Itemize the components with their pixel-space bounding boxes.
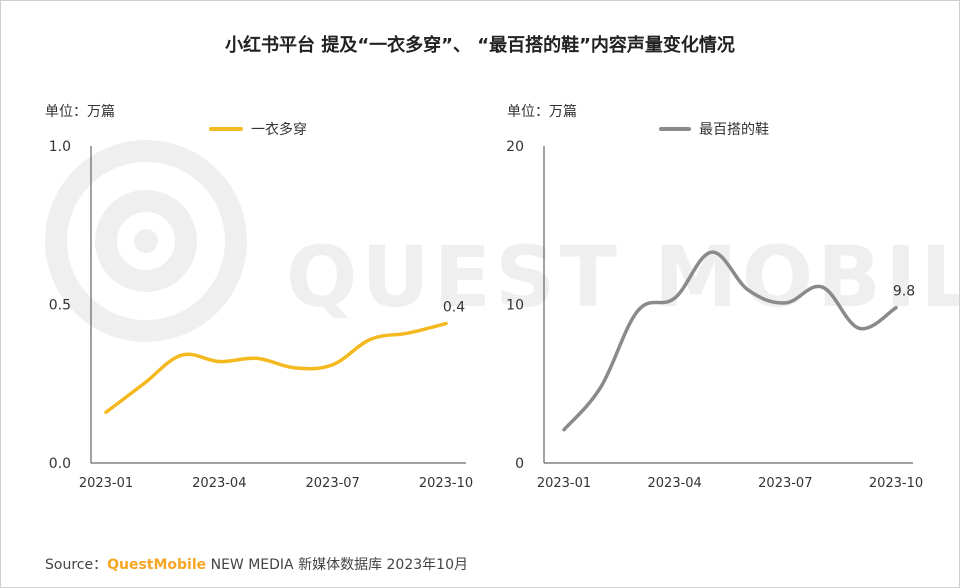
left-end-value-label: 0.4 bbox=[443, 300, 465, 316]
left-x-tick-label: 2023-04 bbox=[192, 476, 246, 491]
watermark-text: QUEST MOBILE bbox=[286, 228, 959, 326]
watermark: QUEST MOBILE bbox=[45, 140, 959, 342]
watermark-logo-icon bbox=[45, 140, 247, 342]
right-data-point bbox=[636, 309, 639, 313]
right-data-point bbox=[599, 385, 603, 389]
watermark-logo-dot bbox=[134, 229, 158, 253]
right-y-tick-label: 0 bbox=[515, 456, 524, 472]
right-data-point bbox=[562, 428, 566, 431]
right-y-tick-label: 10 bbox=[506, 298, 524, 314]
left-series-line bbox=[104, 321, 448, 415]
right-chart: 单位：万篇 最百搭的鞋 0 10 20 2023-01 2023-04 2023-07 20… bbox=[506, 104, 923, 491]
left-y-tick-label: 0.5 bbox=[49, 298, 71, 314]
source-suffix: NEW MEDIA 新媒体数据库 2023年10月 bbox=[206, 557, 468, 573]
right-data-point bbox=[747, 289, 750, 292]
source-line: Source：QuestMobile NEW MEDIA 新媒体数据库 2023… bbox=[45, 557, 468, 573]
left-data-point bbox=[104, 411, 108, 414]
left-data-point bbox=[331, 363, 334, 366]
left-legend-label: 一衣多穿 bbox=[251, 121, 307, 138]
left-x-tick-label: 2023-01 bbox=[79, 476, 133, 491]
right-x-tick-label: 2023-10 bbox=[869, 476, 923, 491]
left-data-point bbox=[293, 366, 297, 370]
left-chart: 单位：万篇 一衣多穿 0.0 0.5 1.0 2023-01 2023-04 2023-0… bbox=[45, 104, 473, 491]
right-legend-label: 最百搭的鞋 bbox=[699, 122, 769, 138]
left-data-point bbox=[444, 322, 448, 325]
right-data-point bbox=[710, 250, 713, 254]
left-y-tick-label: 0.0 bbox=[49, 456, 71, 472]
right-x-tick-label: 2023-07 bbox=[758, 476, 812, 491]
right-series-line bbox=[562, 250, 898, 432]
source-label: Source： bbox=[45, 557, 107, 573]
right-data-point bbox=[857, 327, 861, 330]
right-data-point bbox=[894, 306, 898, 309]
left-data-point bbox=[255, 357, 259, 360]
left-x-tick-label: 2023-07 bbox=[306, 476, 360, 491]
right-end-value-label: 9.8 bbox=[893, 284, 915, 300]
right-y-tick-label: 20 bbox=[506, 139, 524, 155]
left-data-point bbox=[142, 382, 145, 385]
left-x-tick-label: 2023-10 bbox=[419, 476, 473, 491]
right-data-point bbox=[821, 285, 824, 289]
right-x-tick-label: 2023-04 bbox=[648, 476, 702, 491]
left-data-point bbox=[180, 354, 183, 357]
right-unit-label: 单位：万篇 bbox=[507, 104, 577, 120]
right-x-tick-label: 2023-01 bbox=[537, 476, 591, 491]
right-data-point bbox=[784, 301, 787, 305]
left-unit-label: 单位：万篇 bbox=[45, 104, 115, 120]
left-data-point bbox=[218, 360, 221, 363]
left-data-point bbox=[369, 338, 372, 341]
right-data-point bbox=[673, 296, 676, 300]
source-brand: QuestMobile bbox=[107, 557, 206, 573]
chart-title: 小红书平台 提及“一衣多穿”、 “最百搭的鞋”内容声量变化情况 bbox=[225, 34, 735, 56]
left-y-tick-label: 1.0 bbox=[49, 139, 71, 155]
left-data-point bbox=[407, 331, 410, 335]
